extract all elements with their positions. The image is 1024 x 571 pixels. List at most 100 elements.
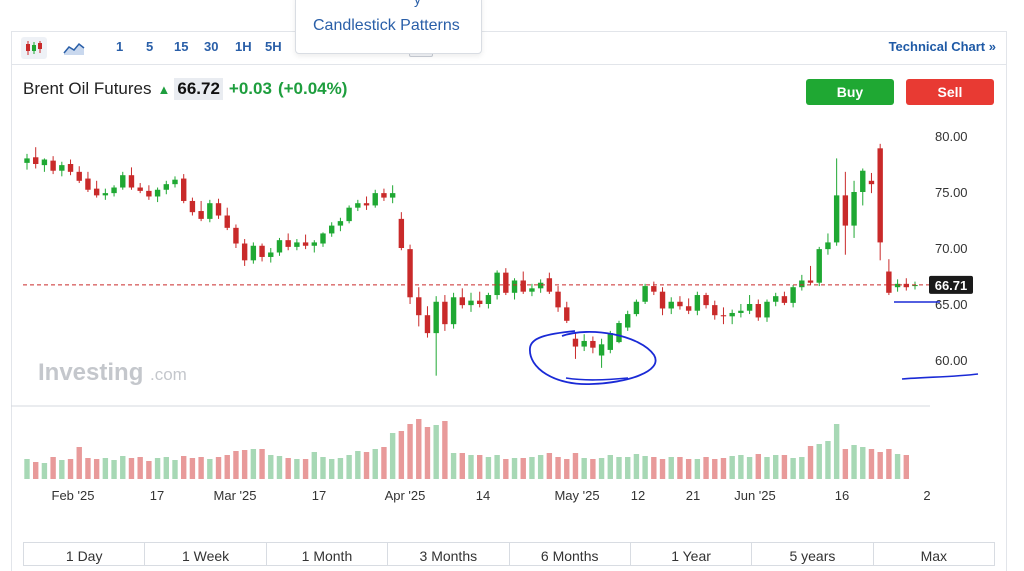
volume-bar xyxy=(607,455,613,479)
volume-bar xyxy=(172,460,178,479)
candle-body xyxy=(329,225,335,234)
candle-body xyxy=(738,310,744,313)
volume-bar xyxy=(389,433,396,479)
candle-body xyxy=(241,243,248,261)
volume-bar xyxy=(546,453,553,479)
volume-bar xyxy=(746,457,753,479)
volume-bar xyxy=(712,459,718,479)
period-1-month[interactable]: 1 Month xyxy=(267,543,389,565)
candle-body xyxy=(268,252,274,257)
volume-bar xyxy=(564,459,570,479)
candle-body xyxy=(529,288,535,292)
volume-bar xyxy=(407,424,413,479)
candle-body xyxy=(233,227,239,244)
volume-bar xyxy=(276,456,283,479)
volume-bar xyxy=(781,455,788,479)
candle-body xyxy=(860,170,866,192)
volume-bar xyxy=(250,449,257,479)
x-tick-label: Apr '25 xyxy=(385,488,426,503)
period-5-years[interactable]: 5 years xyxy=(752,543,874,565)
volume-bar xyxy=(625,457,631,479)
volume-bar xyxy=(468,455,474,479)
candle-body xyxy=(363,203,370,206)
period-1-day[interactable]: 1 Day xyxy=(24,543,146,565)
volume-bar xyxy=(102,458,109,479)
candlestick-type-icon[interactable] xyxy=(21,37,47,59)
interval-1[interactable]: 1 xyxy=(116,39,124,54)
sell-button[interactable]: Sell xyxy=(906,79,994,105)
volume-bar xyxy=(163,457,169,479)
dropdown-partial-item[interactable]: y xyxy=(414,0,421,7)
period-1-week[interactable]: 1 Week xyxy=(145,543,267,565)
volume-bar xyxy=(433,425,439,479)
volume-bar xyxy=(799,457,805,479)
candle-body xyxy=(250,245,257,261)
volume-bar xyxy=(555,457,561,479)
candle-body xyxy=(154,189,161,197)
candle-body xyxy=(355,203,361,208)
volume-bar xyxy=(773,455,779,479)
candle-body xyxy=(668,301,674,309)
x-tick-label: Feb '25 xyxy=(52,488,95,503)
interval-15[interactable]: 15 xyxy=(174,39,189,54)
period-3-months[interactable]: 3 Months xyxy=(388,543,510,565)
volume-bar xyxy=(572,453,579,479)
technical-chart-link[interactable]: Technical Chart » xyxy=(889,39,996,54)
period-max[interactable]: Max xyxy=(920,548,948,564)
volume-bar xyxy=(59,460,65,479)
candle-body xyxy=(894,283,901,288)
interval-5[interactable]: 5 xyxy=(146,39,154,54)
candle-body xyxy=(555,291,561,308)
candle-body xyxy=(146,190,152,197)
volume-bar xyxy=(355,451,361,479)
volume-bar xyxy=(511,458,518,479)
interval-30[interactable]: 30 xyxy=(204,39,219,54)
chart-widget-frame xyxy=(11,31,1007,571)
interval-5h[interactable]: 5H xyxy=(265,39,282,54)
candle-body xyxy=(215,203,222,216)
candle-body xyxy=(389,193,396,198)
volume-bar xyxy=(677,457,683,479)
candle-body xyxy=(503,272,509,293)
candle-body xyxy=(564,307,570,321)
interval-1h[interactable]: 1H xyxy=(235,39,252,54)
candle-body xyxy=(424,315,431,334)
price-change-percent: (+0.04%) xyxy=(277,79,348,98)
period-6-months[interactable]: 6 Months xyxy=(510,543,631,565)
candle-body xyxy=(877,148,883,243)
candle-body xyxy=(50,160,56,171)
period-1-year[interactable]: 1 Year xyxy=(631,543,753,565)
volume-bar xyxy=(424,427,431,479)
watermark-suffix: .com xyxy=(150,365,187,384)
candle-body xyxy=(128,175,135,188)
candle-body xyxy=(85,178,91,190)
x-tick-label: 17 xyxy=(312,488,326,503)
candle-body xyxy=(259,245,265,257)
candle-body xyxy=(381,193,387,198)
candle-body xyxy=(842,195,849,226)
volume-bar xyxy=(616,457,622,479)
volume-bar xyxy=(120,456,126,479)
candle-body xyxy=(311,242,317,246)
volume-bar xyxy=(381,447,387,479)
volume-bar xyxy=(651,457,657,479)
volume-bar xyxy=(268,455,274,479)
volume-bar xyxy=(215,457,222,479)
buy-button[interactable]: Buy xyxy=(806,79,894,105)
candle-body xyxy=(477,300,483,304)
area-chart-type-icon[interactable] xyxy=(61,37,87,59)
candle-body xyxy=(590,340,596,348)
candlestick-patterns-item[interactable]: Candlestick Patterns xyxy=(313,17,460,34)
volume-bar xyxy=(720,458,727,479)
candle-body xyxy=(651,286,657,292)
volume-bar xyxy=(320,457,326,479)
candle-body xyxy=(912,284,918,287)
volume-bar xyxy=(790,458,796,479)
volume-bar xyxy=(146,461,152,479)
volume-bar xyxy=(477,455,483,479)
volume-bar xyxy=(764,457,770,479)
y-tick-label: 65.00 xyxy=(935,297,968,312)
volume-bar xyxy=(302,459,309,479)
volume-bar xyxy=(825,441,831,479)
